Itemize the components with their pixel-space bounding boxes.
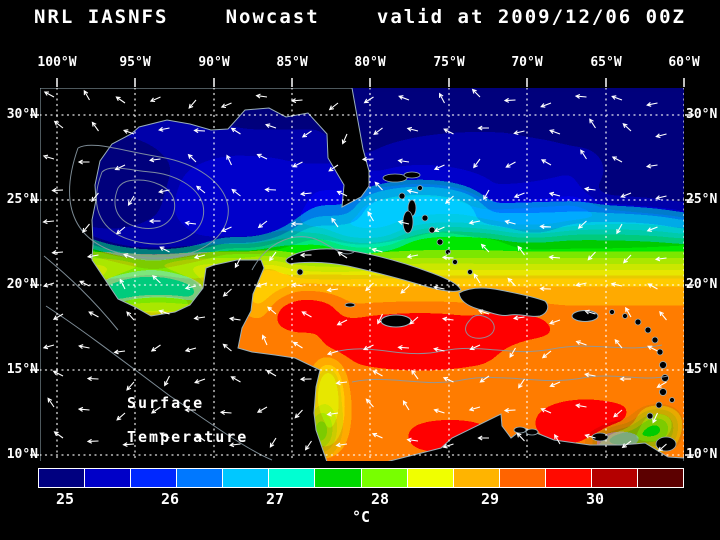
lat-label: 15°N [686,362,718,377]
contour-layer [43,144,669,461]
grid-layer [40,88,684,461]
title-program: NRL IASNFS [34,6,169,28]
colorbar-segment [315,469,361,487]
colorbar-segment [453,469,499,487]
field-annotation: Surface Temperature [127,386,248,454]
colorbar-segment [638,469,684,487]
lon-label: 65°W [590,55,622,70]
colorbar-tick: 29 [480,490,500,508]
lon-label: 80°W [354,55,386,70]
land-north-central-america [40,88,370,461]
land-layer [40,88,684,461]
colorbar-segment [545,469,591,487]
lat-label: 15°N [6,362,38,377]
land-puerto-rico [571,310,599,322]
figure-title: NRL IASNFS Nowcast valid at 2009/12/06 0… [34,6,686,28]
lon-label: 100°W [37,55,77,70]
lon-label: 75°W [433,55,465,70]
land-jamaica [380,314,412,328]
annotation-line1: Surface [127,394,205,412]
tick-layer [30,78,694,456]
land-cuba [285,248,462,292]
lon-label: 70°W [511,55,543,70]
land-bahamas [382,171,473,275]
vector-layer [42,88,667,452]
colorbar-tick: 28 [370,490,390,508]
colorbar-segment [269,469,315,487]
colorbar-segment [591,469,638,487]
colorbar-segment [131,469,177,487]
colorbar [38,468,684,488]
lat-label: 30°N [686,107,718,122]
colorbar-tick: 26 [160,490,180,508]
colorbar-segment [223,469,269,487]
lat-label: 25°N [6,192,38,207]
lon-label: 90°W [198,55,230,70]
colorbar-tick: 27 [265,490,285,508]
lat-label: 25°N [686,192,718,207]
lat-label: 30°N [6,107,38,122]
lat-label: 20°N [686,277,718,292]
title-product: Nowcast [225,6,320,28]
lat-label: 20°N [6,277,38,292]
lon-label: 85°W [276,55,308,70]
lon-label: 95°W [119,55,151,70]
title-valid-time: valid at 2009/12/06 00Z [376,6,686,28]
colorbar-segments [39,469,684,487]
land-hispaniola [458,287,549,317]
colorbar-segment [361,469,407,487]
lat-label: 10°N [686,447,718,462]
colorbar-segment [39,469,85,487]
colorbar-segment [85,469,131,487]
annotation-line2: Temperature [127,428,249,446]
colorbar-segment [177,469,223,487]
colorbar-segment [499,469,545,487]
lon-label: 60°W [668,55,700,70]
colorbar-unit: °C [351,508,371,526]
colorbar-segment [407,469,453,487]
land-lesser-antilles [296,268,677,452]
colorbar-tick: 25 [55,490,75,508]
land-south-america [387,413,684,461]
colorbar-tick: 30 [585,490,605,508]
lat-label: 10°N [6,447,38,462]
colorbar-tick-labels: 25 26 27 28 29 30 [38,490,684,508]
